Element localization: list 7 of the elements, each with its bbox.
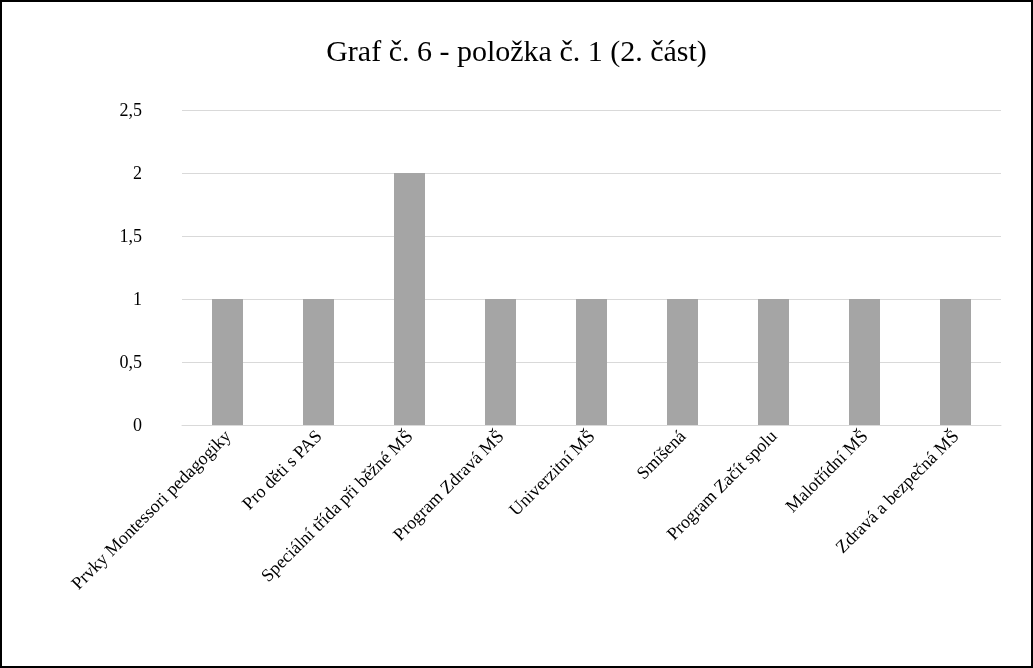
- y-tick-label: 0: [133, 415, 142, 435]
- y-tick-label: 2,5: [119, 100, 142, 120]
- chart-title: Graf č. 6 - položka č. 1 (2. část): [326, 33, 707, 68]
- y-tick-label: 1,5: [119, 226, 142, 246]
- y-tick-label: 0,5: [119, 352, 142, 372]
- y-tick-label: 1: [133, 289, 142, 309]
- y-tick-label: 2: [133, 163, 142, 183]
